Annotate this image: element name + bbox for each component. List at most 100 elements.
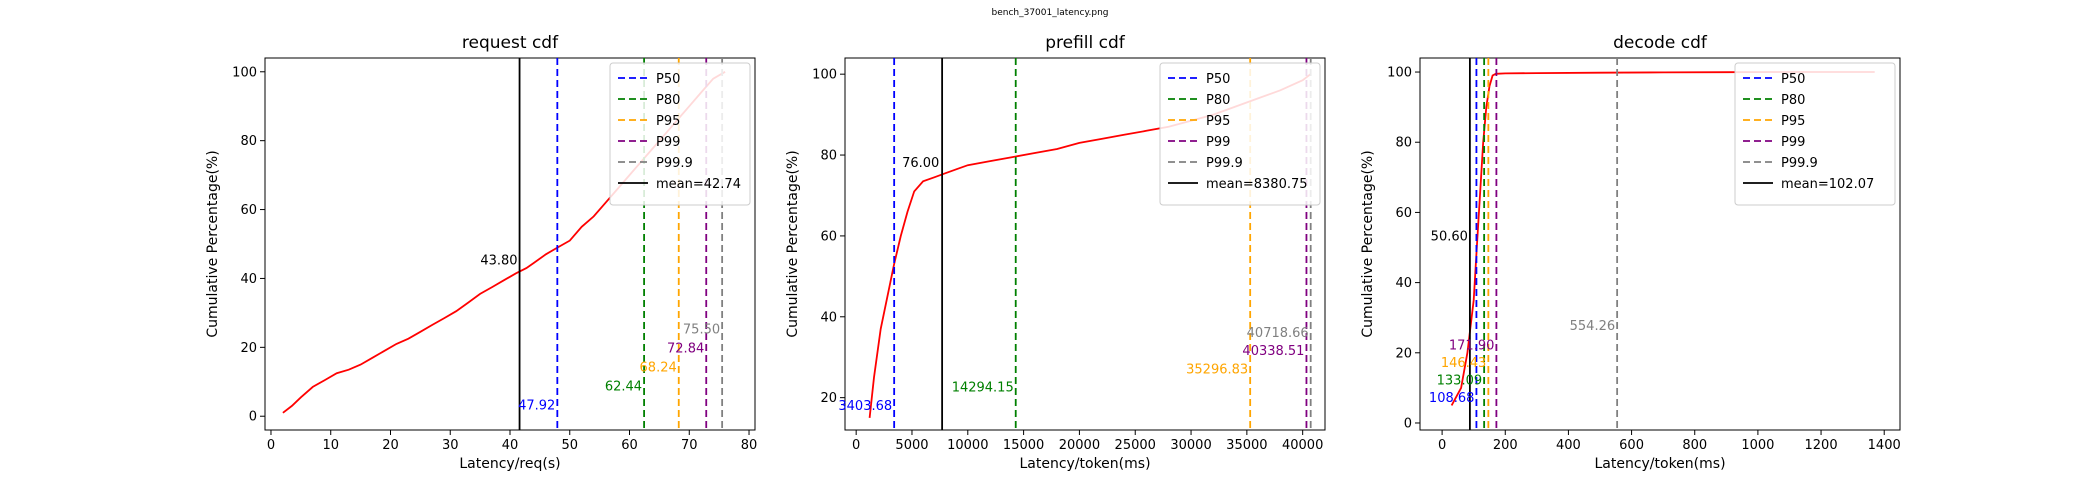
percentile-label: 72.84 [667, 342, 704, 357]
y-tick-label: 0 [1404, 416, 1412, 431]
legend-label: P95 [656, 114, 680, 129]
y-tick-label: 60 [820, 229, 837, 244]
x-axis-label: Latency/token(ms) [1019, 456, 1150, 472]
x-tick-label: 50 [561, 438, 578, 453]
x-tick-label: 0 [852, 438, 860, 453]
x-tick-label: 1000 [1741, 438, 1774, 453]
chart-title: prefill cdf [1045, 33, 1126, 53]
y-tick-label: 80 [240, 134, 257, 149]
x-tick-label: 600 [1619, 438, 1644, 453]
y-axis-label: Cumulative Percentage(%) [785, 150, 801, 337]
x-tick-label: 1400 [1868, 438, 1901, 453]
x-tick-label: 0 [267, 438, 275, 453]
percentile-label: 75.50 [683, 323, 720, 338]
x-tick-label: 60 [621, 438, 638, 453]
legend-box [1734, 62, 1896, 206]
chart-title: request cdf [462, 33, 559, 53]
x-tick-label: 20000 [1059, 438, 1100, 453]
chart-panel-2: 0 200 400 600 800 1000 1200 1400 0 20 40 60 80 100 dec… [1360, 33, 1901, 472]
legend-label: P50 [656, 72, 680, 87]
legend: P50 P80 P95 P99 P99.9 mean=8380.75 [1159, 62, 1321, 206]
x-tick-label: 40000 [1282, 438, 1323, 453]
percentile-label: 40718.66 [1247, 326, 1309, 341]
x-tick-label: 30000 [1170, 438, 1211, 453]
x-tick-label: 30 [442, 438, 459, 453]
legend-label: P80 [656, 93, 680, 108]
x-axis-label: Latency/token(ms) [1594, 456, 1725, 472]
figure-title: bench_37001_latency.png [991, 8, 1109, 18]
percentile-label: 3403.68 [838, 399, 892, 414]
legend-label: mean=8380.75 [1206, 177, 1308, 192]
legend-label: P80 [1781, 93, 1805, 108]
x-tick-label: 40 [502, 438, 519, 453]
x-tick-label: 200 [1493, 438, 1518, 453]
y-tick-label: 80 [1395, 136, 1412, 151]
y-tick-label: 60 [1395, 206, 1412, 221]
legend: P50 P80 P95 P99 P99.9 mean=42.74 [609, 62, 751, 206]
y-axis-label: Cumulative Percentage(%) [205, 150, 221, 337]
x-axis-label: Latency/req(s) [459, 456, 560, 472]
axes-frame [844, 57, 1326, 431]
legend-label: mean=102.07 [1781, 177, 1874, 192]
x-tick-label: 80 [741, 438, 758, 453]
legend-label: P99.9 [1781, 156, 1818, 171]
percentile-label: 47.92 [518, 398, 555, 413]
legend-box [1159, 62, 1321, 206]
x-tick-label: 5000 [895, 438, 928, 453]
percentile-label: 554.26 [1570, 319, 1616, 334]
chart-title: decode cdf [1613, 33, 1708, 53]
legend-label: P50 [1781, 72, 1805, 87]
x-tick-label: 15000 [1003, 438, 1044, 453]
legend-label: P95 [1781, 114, 1805, 129]
percentile-label: 40338.51 [1242, 344, 1304, 359]
legend: P50 P80 P95 P99 P99.9 mean=102.07 [1734, 62, 1896, 206]
y-tick-label: 40 [240, 272, 257, 287]
y-tick-label: 40 [1395, 276, 1412, 291]
x-tick-label: 1200 [1805, 438, 1838, 453]
x-tick-label: 10000 [947, 438, 988, 453]
axes-frame [1419, 57, 1901, 431]
x-tick-label: 10 [322, 438, 339, 453]
x-tick-label: 20 [382, 438, 399, 453]
y-tick-label: 20 [1395, 346, 1412, 361]
y-tick-label: 60 [240, 203, 257, 218]
x-tick-label: 0 [1438, 438, 1446, 453]
legend-label: P99.9 [1206, 156, 1243, 171]
cdf-line [1450, 71, 1875, 406]
legend-label: P95 [1206, 114, 1230, 129]
x-tick-label: 800 [1682, 438, 1707, 453]
legend-label: P80 [1206, 93, 1230, 108]
y-tick-label: 100 [812, 68, 837, 83]
mean-label: 50.60 [1431, 229, 1468, 244]
x-tick-label: 25000 [1115, 438, 1156, 453]
y-tick-label: 20 [240, 341, 257, 356]
x-tick-label: 400 [1556, 438, 1581, 453]
legend-label: P99 [1781, 135, 1805, 150]
y-tick-label: 100 [1387, 66, 1412, 81]
legend-label: P99 [656, 135, 680, 150]
x-tick-label: 70 [681, 438, 698, 453]
x-tick-label: 35000 [1226, 438, 1267, 453]
y-tick-label: 80 [820, 149, 837, 164]
mean-label: 43.80 [480, 254, 517, 269]
percentile-label: 108.68 [1429, 391, 1475, 406]
percentile-label: 68.24 [640, 360, 677, 375]
y-tick-label: 100 [232, 65, 257, 80]
y-tick-label: 40 [820, 310, 837, 325]
percentile-label: 14294.15 [952, 381, 1014, 396]
percentile-label: 146.43 [1441, 356, 1487, 371]
y-tick-label: 0 [249, 410, 257, 425]
percentile-label: 133.09 [1437, 373, 1483, 388]
y-axis-label: Cumulative Percentage(%) [1360, 150, 1376, 337]
y-tick-label: 20 [820, 391, 837, 406]
chart-panel-1: 0 5000 10000 15000 20000 25000 30000 35000 40000… [785, 33, 1326, 472]
legend-label: mean=42.74 [656, 177, 741, 192]
percentile-label: 35296.83 [1186, 362, 1248, 377]
mean-label: 76.00 [902, 156, 939, 171]
legend-label: P50 [1206, 72, 1230, 87]
percentile-label: 62.44 [605, 379, 642, 394]
chart-panel-0: 0 10 20 30 40 50 60 70 80 0 20 40 60 80 100 request cdf… [205, 33, 757, 472]
legend-label: P99 [1206, 135, 1230, 150]
